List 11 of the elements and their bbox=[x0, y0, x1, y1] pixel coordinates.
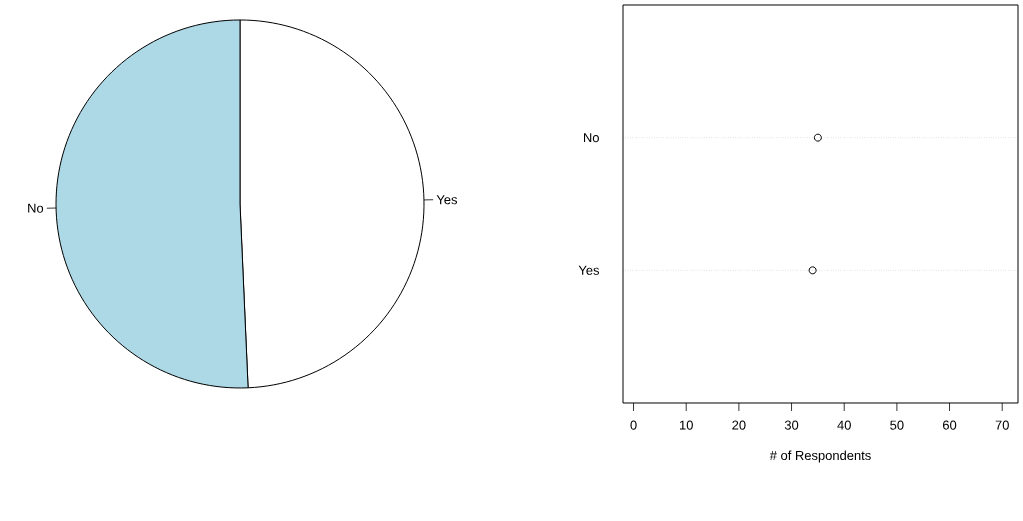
slice-label: Yes bbox=[436, 195, 458, 205]
slice-label: No bbox=[28, 203, 44, 213]
x-tick-label: 30 bbox=[784, 420, 799, 430]
x-tick-label: 0 bbox=[630, 420, 637, 430]
x-tick-label: 50 bbox=[890, 420, 904, 430]
x-tick-label: 60 bbox=[943, 420, 957, 430]
x-tick-label: 70 bbox=[995, 420, 1009, 430]
x-tick-label: 40 bbox=[837, 420, 851, 430]
x-tick-label: 10 bbox=[679, 420, 693, 430]
x-axis-title: # of Respondents bbox=[769, 450, 871, 463]
x-tick-label: 20 bbox=[732, 420, 746, 430]
